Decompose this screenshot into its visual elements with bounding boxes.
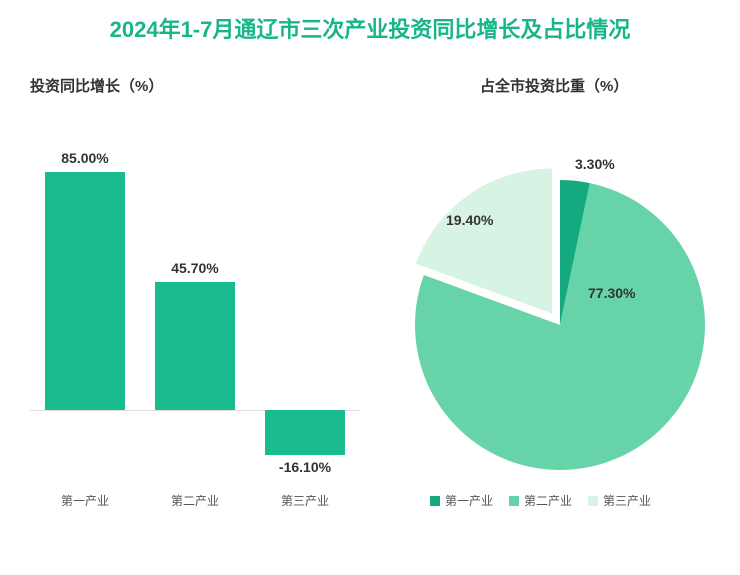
bar-1	[45, 172, 125, 410]
bar-value-label-1: 85.00%	[30, 150, 140, 166]
pie-chart: 3.30% 77.30% 19.40%	[400, 130, 720, 510]
legend-swatch-1	[430, 496, 440, 506]
bar-3	[265, 410, 345, 455]
bar-value-label-2: 45.70%	[140, 260, 250, 276]
bar-2	[155, 282, 235, 410]
bar-chart: 85.00% 第一产业 45.70% 第二产业 -16.10% 第三产业	[30, 130, 360, 510]
bar-value-label-3: -16.10%	[250, 459, 360, 475]
legend-item-2: 第二产业	[509, 492, 572, 509]
pie-chart-subtitle: 占全市投资比重（%）	[480, 75, 628, 96]
legend-swatch-2	[509, 496, 519, 506]
legend-item-3: 第三产业	[588, 492, 651, 509]
pie-slice-label-2: 77.30%	[588, 285, 635, 301]
pie-slice-label-1: 3.30%	[575, 156, 615, 172]
pie-svg	[400, 130, 720, 510]
legend-item-1: 第一产业	[430, 492, 493, 509]
legend-label-2: 第二产业	[524, 492, 572, 509]
legend-label-3: 第三产业	[603, 492, 651, 509]
bar-category-3: 第三产业	[250, 492, 360, 509]
bar-category-2: 第二产业	[140, 492, 250, 509]
page-root: 2024年1-7月通辽市三次产业投资同比增长及占比情况 投资同比增长（%） 85…	[0, 0, 740, 575]
pie-legend: 第一产业 第二产业 第三产业	[430, 492, 651, 509]
bar-category-1: 第一产业	[30, 492, 140, 509]
legend-swatch-3	[588, 496, 598, 506]
page-title: 2024年1-7月通辽市三次产业投资同比增长及占比情况	[0, 12, 740, 44]
legend-label-1: 第一产业	[445, 492, 493, 509]
pie-slice-label-3: 19.40%	[446, 212, 493, 228]
bar-chart-subtitle: 投资同比增长（%）	[30, 75, 163, 96]
